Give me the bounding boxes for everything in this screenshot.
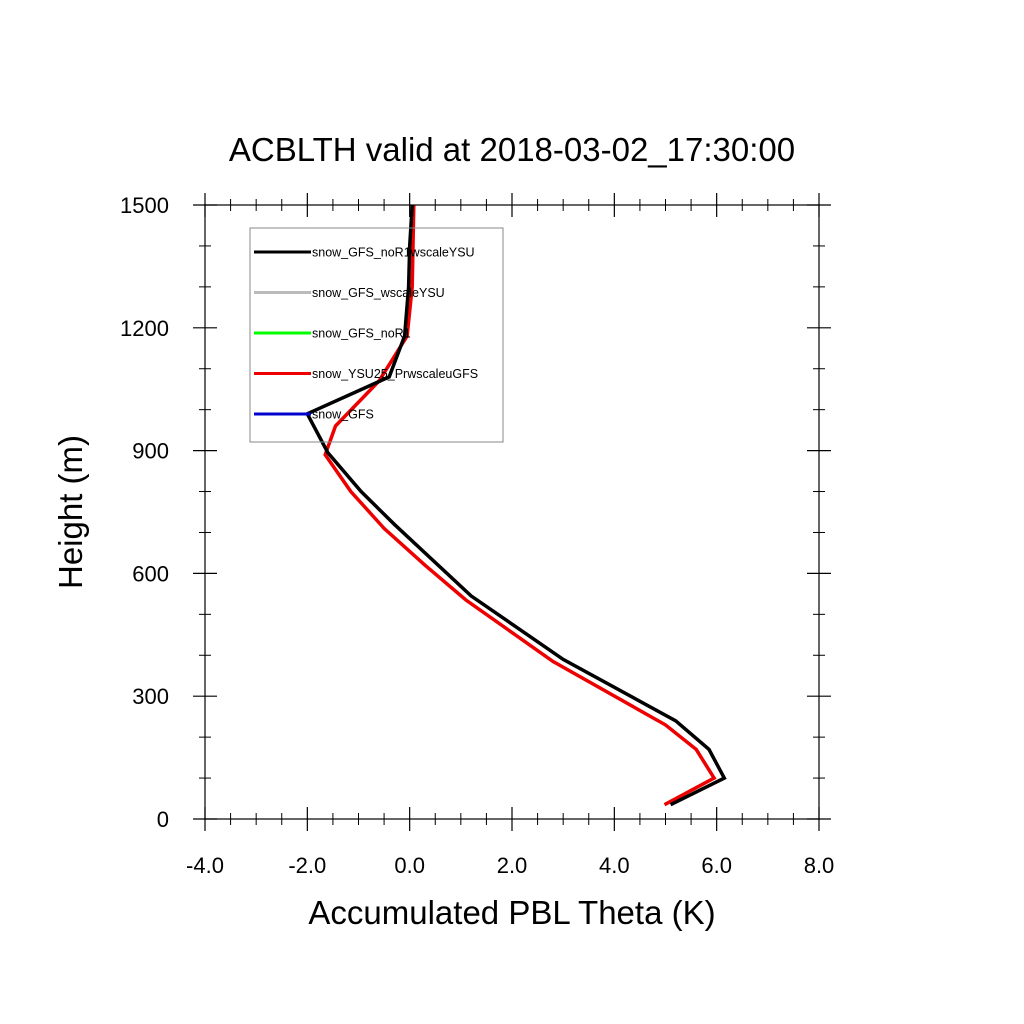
- series-line-0: [304, 204, 727, 807]
- y-tick-label: 900: [132, 439, 169, 464]
- x-tick-label: 8.0: [804, 853, 835, 878]
- y-tick-label: 600: [132, 561, 169, 586]
- legend: snow_GFS_noR1wscaleYSU snow_GFS_wscaleYSU…: [249, 227, 504, 443]
- x-tick-label: 0.0: [394, 853, 425, 878]
- y-tick-label: 0: [157, 807, 169, 832]
- x-tick-label: -4.0: [186, 853, 224, 878]
- legend-label: snow_GFS_noR1wscaleYSU: [312, 246, 475, 260]
- ticks-layer: -4.0 -2.0 0.0 2.0 4.0 6.0 8.0 0 300 600 900 1200 150…: [120, 193, 834, 878]
- x-axis-label: Accumulated PBL Theta (K): [308, 894, 715, 931]
- x-tick-label: -2.0: [288, 853, 326, 878]
- chart-title: ACBLTH valid at 2018-03-02_17:30:00: [229, 131, 795, 168]
- y-tick-label: 1200: [120, 316, 169, 341]
- legend-label: snow_GFS: [312, 408, 374, 422]
- legend-label: snow_GFS_wscaleYSU: [312, 286, 445, 300]
- y-tick-label: 1500: [120, 193, 169, 218]
- y-axis-label: Height (m): [52, 435, 89, 589]
- y-tick-label: 300: [132, 684, 169, 709]
- plot-frame: [204, 204, 820, 820]
- legend-box: [249, 227, 504, 443]
- x-tick-label: 4.0: [599, 853, 630, 878]
- series-layer: [304, 204, 727, 807]
- x-tick-label: 6.0: [701, 853, 732, 878]
- x-tick-label: 2.0: [497, 853, 528, 878]
- legend-label: snow_GFS_noR1: [312, 327, 411, 341]
- legend-label: snow_YSU25_PrwscaleuGFS: [312, 367, 478, 381]
